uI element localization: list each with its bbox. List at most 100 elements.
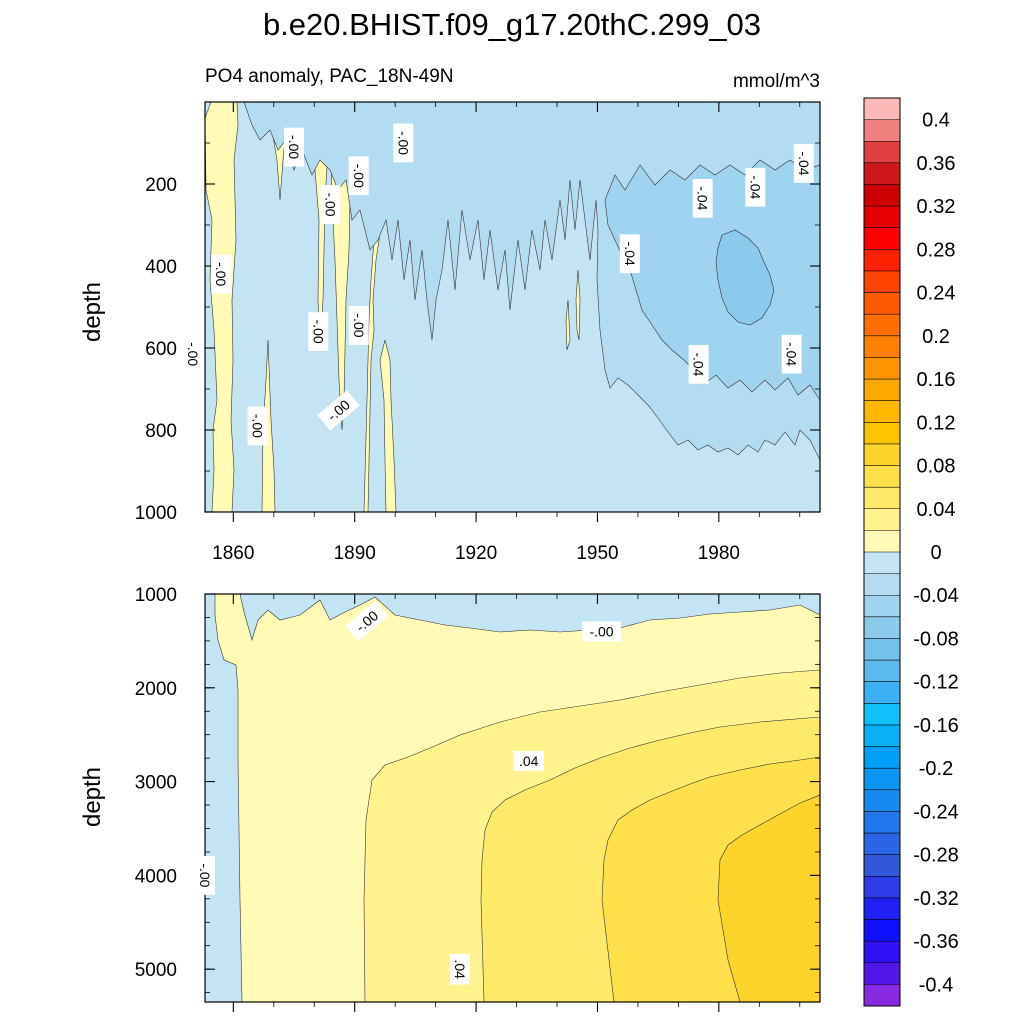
colorbar-swatch: [864, 833, 900, 855]
contour-label: -.00: [317, 390, 360, 431]
colorbar-swatch: [864, 141, 900, 164]
contour-label: -.04: [692, 178, 713, 218]
colorbar-label: 0.4: [922, 110, 950, 132]
upper-contour-labels: -.00 -.00 -.00 -.00 -.00 -.00 -.00 -.00 -.00 -.00…: [182, 123, 814, 446]
upper-region-positive-1945: [575, 269, 581, 341]
colorbar-swatch: [864, 811, 900, 834]
colorbar-swatch: [864, 508, 900, 531]
colorbar-swatch: [864, 897, 900, 920]
colorbar-swatch: [864, 292, 900, 315]
upper-y-label: depth: [79, 282, 106, 342]
contour-label-bg: [320, 185, 341, 224]
colorbar-swatch: [864, 357, 900, 380]
contour-label-text: -.00: [351, 164, 367, 188]
colorbar-label: -0.2: [919, 758, 953, 780]
colorbar-swatch: [864, 206, 900, 229]
colorbar-swatch: [864, 184, 900, 207]
lower-y-axis: 1000 2000 3000 4000 5000: [135, 585, 820, 994]
colorbar-swatch: [864, 422, 900, 445]
colorbar-swatch: [864, 768, 900, 791]
colorbar-swatch: [864, 119, 900, 142]
colorbar-label: -0.32: [913, 888, 959, 910]
colorbar-swatch: [864, 443, 900, 466]
colorbar-label: 0.32: [917, 196, 956, 218]
contour-label: -.04: [619, 234, 640, 274]
colorbar-swatch: [864, 984, 900, 1007]
contour-label: -.00: [195, 855, 215, 895]
contour-label-text: .04: [452, 959, 468, 979]
colorbar-swatch: [864, 681, 900, 704]
x-tick-label: 1980: [698, 543, 740, 564]
contour-label-bg: [195, 855, 215, 895]
colorbar: [863, 97, 901, 1007]
contour-label-text: -.00: [197, 863, 213, 887]
contour-label-bg: [513, 750, 544, 771]
contour-label-text: -.00: [322, 192, 338, 216]
y-tick-label: 5000: [135, 960, 177, 981]
colorbar-frame: [863, 97, 901, 1007]
upper-x-axis: 1860 1890 1920 1950 1980: [212, 102, 801, 564]
colorbar-swatch: [864, 249, 900, 272]
colorbar-swatch: [864, 552, 900, 574]
colorbar-swatch: [864, 703, 900, 726]
contour-label-bg: [688, 344, 709, 384]
contour-label: -.04: [781, 334, 802, 374]
contour-label-text: -.00: [185, 342, 201, 366]
upper-region-negative-deep: [604, 159, 820, 401]
contour-label: -.00: [284, 127, 305, 167]
colorbar-swatch: [864, 162, 900, 185]
y-tick-label: 200: [145, 175, 177, 196]
contour-label: -.04: [745, 167, 766, 207]
contour-label-bg: [348, 306, 369, 345]
x-tick-label: 1950: [576, 543, 618, 564]
colorbar-swatch: [864, 465, 900, 488]
colorbar-swatch: [864, 660, 900, 683]
y-tick-label: 2000: [135, 679, 177, 700]
colorbar-swatch: [864, 616, 900, 639]
chart-subtitle: PO4 anomaly, PAC_18N-49N: [205, 66, 454, 87]
colorbar-swatch: [864, 941, 900, 964]
colorbar-swatch: [864, 227, 900, 250]
lower-y-label: depth: [79, 767, 106, 827]
colorbar-swatch: [864, 270, 900, 293]
y-tick-label: 1000: [135, 585, 177, 606]
colorbar-label: -0.4: [919, 974, 953, 996]
x-tick-label: 1890: [334, 543, 376, 564]
chart-units: mmol/m^3: [733, 71, 820, 92]
contour-label-bg: [348, 156, 369, 196]
colorbar-swatch: [864, 595, 900, 618]
contour-label: .04: [449, 953, 470, 985]
colorbar-labels: 0.4 0.36 0.32 0.28 0.24 0.2 0.16 0.12 0.08 0.04 0 -…: [913, 110, 959, 997]
colorbar-label: -0.12: [913, 672, 959, 694]
colorbar-label: 0.2: [922, 326, 950, 348]
colorbar-label: 0.04: [917, 499, 956, 521]
colorbar-label: -0.24: [913, 801, 959, 823]
contour-label-bg: [284, 127, 305, 167]
contour-label-text: -.00: [250, 414, 266, 438]
colorbar-label: -0.36: [913, 931, 959, 953]
contour-label-bg: [781, 334, 802, 374]
contour-label-text: -.00: [286, 135, 302, 159]
colorbar-label: 0.08: [917, 456, 956, 478]
colorbar-label: 0.16: [917, 369, 956, 391]
colorbar-swatch: [864, 573, 900, 596]
contour-label-bg: [582, 621, 621, 642]
upper-region-positive-1893: [379, 339, 397, 512]
colorbar-swatch: [864, 379, 900, 401]
contour-label-bg: [211, 254, 232, 294]
colorbar-label: -0.28: [913, 845, 959, 867]
colorbar-label: -0.16: [913, 715, 959, 737]
contour-label: -.00: [308, 312, 329, 352]
lower-x-axis: [232, 594, 801, 1012]
contour-label: -.04: [688, 344, 709, 384]
upper-region-negative-core: [715, 229, 775, 326]
contour-label-bg: [182, 334, 203, 374]
chart-title: b.e20.BHIST.f09_g17.20thC.299_03: [263, 7, 761, 42]
colorbar-swatch: [864, 876, 900, 899]
colorbar-swatch: [864, 98, 900, 120]
colorbar-swatch: [864, 400, 900, 423]
contour-label-bg: [449, 953, 470, 985]
contour-label-bg: [619, 234, 640, 274]
contour-label-text: -.00: [395, 131, 411, 155]
